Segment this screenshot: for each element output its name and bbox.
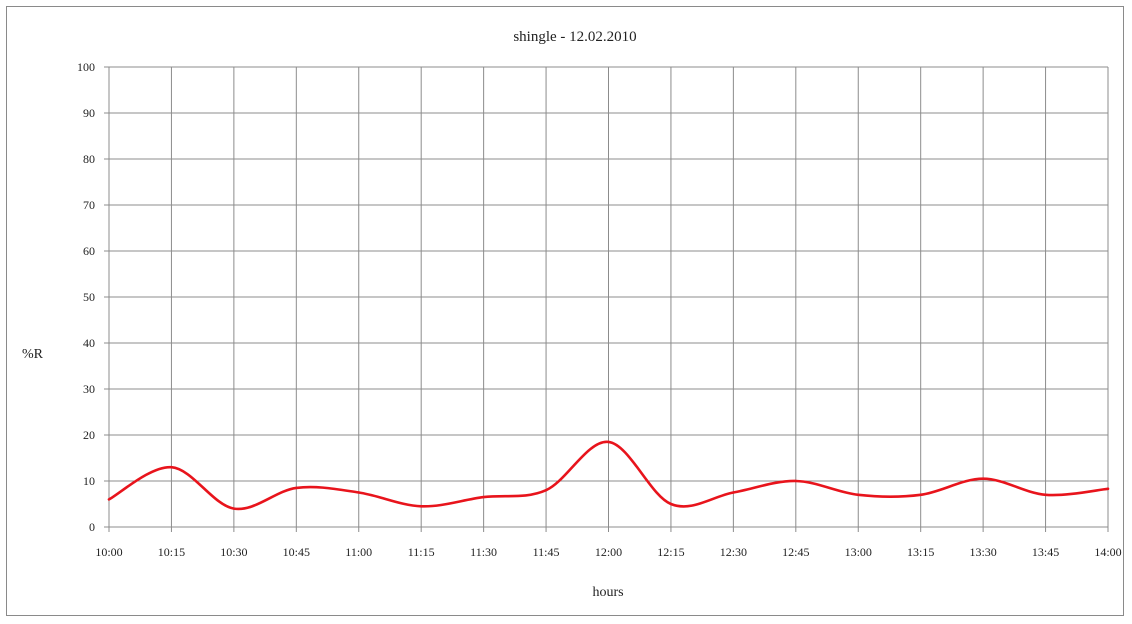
data-point	[1044, 493, 1047, 496]
x-tick-label: 12:45	[782, 545, 809, 559]
x-tick-label: 10:00	[95, 545, 122, 559]
data-point	[419, 505, 423, 508]
x-tick-label: 11:15	[408, 545, 435, 559]
data-point	[482, 495, 485, 499]
data-point	[357, 491, 360, 494]
x-tick-label: 13:00	[845, 545, 872, 559]
x-tick-label: 12:30	[720, 545, 747, 559]
x-tick-label: 13:30	[969, 545, 996, 559]
x-tick-label: 11:45	[533, 545, 560, 559]
data-point	[170, 466, 173, 469]
y-tick-label: 20	[83, 428, 95, 442]
x-tick-labels: 10:00 10:15 10:30 10:45 11:00 11:15 11:30 11:45…	[95, 545, 1121, 559]
y-tick-label: 40	[83, 336, 95, 350]
data-point	[295, 486, 298, 490]
y-tick-label: 30	[83, 382, 95, 396]
y-axis-label: %R	[22, 347, 44, 362]
x-tick-label: 11:00	[345, 545, 372, 559]
y-tick-label: 10	[83, 474, 95, 488]
data-point	[232, 507, 236, 510]
data-point	[607, 440, 610, 444]
data-point	[981, 477, 985, 480]
y-tick-label: 50	[83, 290, 95, 304]
y-tick-label: 60	[83, 244, 95, 258]
x-tick-label: 14:00	[1094, 545, 1121, 559]
y-tick-label: 80	[83, 152, 95, 166]
x-tick-label: 11:30	[470, 545, 497, 559]
y-tick-label: 0	[89, 520, 95, 534]
x-tick-label: 13:15	[907, 545, 934, 559]
x-tick-label: 10:15	[158, 545, 185, 559]
y-tick-label: 90	[83, 106, 95, 120]
x-axis-label: hours	[592, 585, 623, 600]
data-point	[669, 502, 673, 506]
x-tick-label: 12:15	[657, 545, 684, 559]
chart-title: shingle - 12.02.2010	[513, 29, 636, 45]
data-point	[794, 479, 798, 483]
x-tick-label: 10:45	[283, 545, 310, 559]
y-tick-label: 70	[83, 198, 95, 212]
data-point	[919, 493, 922, 496]
x-tick-label: 12:00	[595, 545, 622, 559]
series-layer	[107, 440, 1110, 511]
x-tick-label: 13:45	[1032, 545, 1059, 559]
data-point	[732, 491, 735, 494]
data-point	[107, 498, 111, 501]
chart-frame	[6, 6, 1124, 616]
grid	[104, 66, 1109, 532]
data-point	[857, 493, 860, 496]
data-point	[1106, 487, 1110, 491]
x-tick-label: 10:30	[220, 545, 247, 559]
y-tick-label: 100	[77, 60, 95, 74]
y-tick-labels: 0 10 20 30 40 50 60 70 80 90 100	[77, 60, 95, 534]
data-point	[544, 489, 548, 492]
